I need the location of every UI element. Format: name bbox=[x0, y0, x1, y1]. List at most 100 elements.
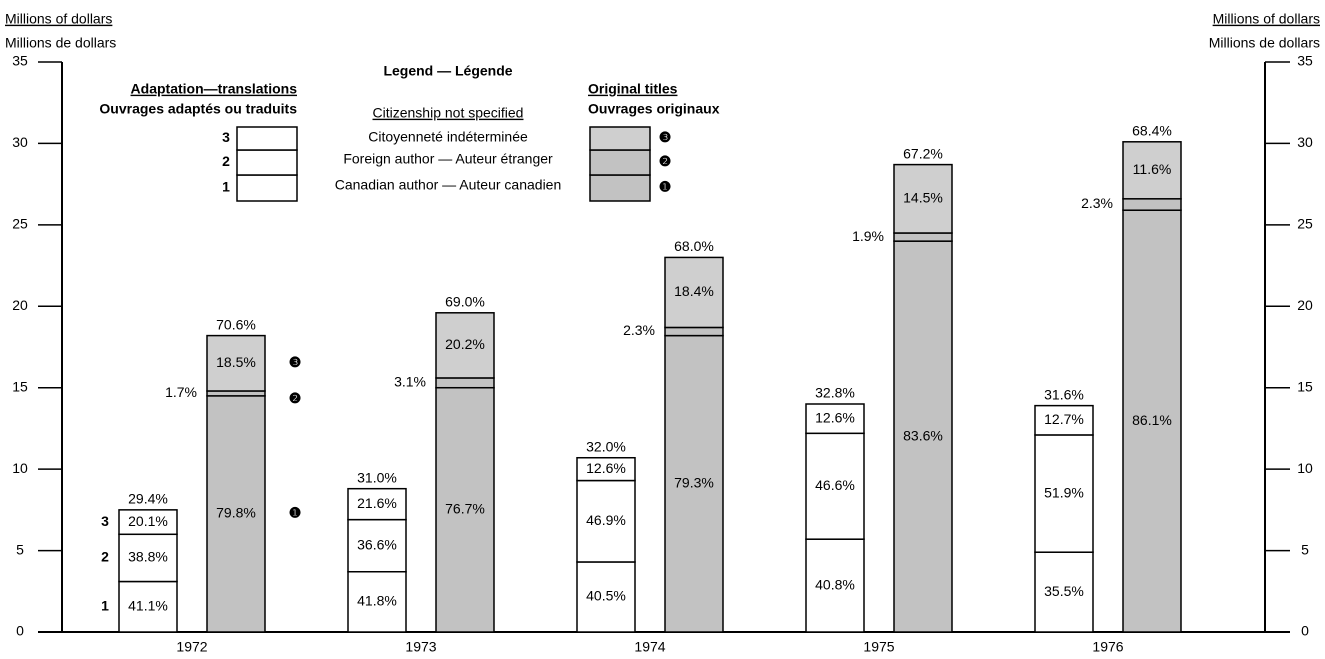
total-label: 68.4% bbox=[1132, 123, 1172, 139]
bar-segment bbox=[118, 533, 178, 583]
legend-swatch bbox=[236, 174, 298, 202]
bar-segment bbox=[893, 163, 953, 234]
segment-key: 3 bbox=[101, 513, 109, 529]
bar-segment bbox=[435, 377, 495, 389]
y2-label: Millions of dollars bbox=[1213, 11, 1320, 27]
bar-segment bbox=[805, 432, 865, 540]
y-tick-label: 5 bbox=[16, 541, 24, 557]
total-label: 31.0% bbox=[357, 469, 397, 485]
bar-segment bbox=[1122, 141, 1182, 200]
total-label: 67.2% bbox=[903, 145, 943, 161]
y-tick-label: 35 bbox=[12, 53, 28, 69]
segment-label: 18.5% bbox=[216, 354, 256, 370]
legend-group-title: Adaptation—translations bbox=[131, 81, 298, 97]
segment-label: 38.8% bbox=[128, 549, 168, 565]
segment-label: 79.3% bbox=[674, 475, 714, 491]
x-tick-label: 1972 bbox=[176, 639, 207, 655]
segment-label: 2.3% bbox=[623, 322, 655, 338]
y2-tick-label: 5 bbox=[1301, 541, 1309, 557]
bar-segment bbox=[664, 334, 724, 633]
legend-label: Foreign author — Auteur étranger bbox=[343, 151, 553, 167]
total-label: 32.8% bbox=[815, 385, 855, 401]
segment-label: 86.1% bbox=[1132, 412, 1172, 428]
legend-key: 3 bbox=[222, 129, 230, 145]
segment-key: 2 bbox=[101, 549, 109, 565]
y-tick-label: 10 bbox=[12, 460, 28, 476]
y2-tick-label: 10 bbox=[1297, 460, 1313, 476]
y2-tick-label: 15 bbox=[1297, 378, 1313, 394]
segment-label: 40.5% bbox=[586, 588, 626, 604]
bar-segment bbox=[805, 538, 865, 633]
segment-label: 1.7% bbox=[165, 384, 197, 400]
legend-key: ❷ bbox=[659, 153, 672, 169]
y2-label: Millions de dollars bbox=[1209, 35, 1320, 51]
y-tick-label: 25 bbox=[12, 216, 28, 232]
bar-segment bbox=[435, 386, 495, 633]
bar-segment bbox=[1034, 434, 1094, 553]
bar-segment bbox=[206, 334, 266, 392]
bar-segment bbox=[664, 326, 724, 337]
legend-group-title: Ouvrages adaptés ou traduits bbox=[99, 101, 297, 117]
legend-label: Citoyenneté indéterminée bbox=[368, 129, 528, 145]
y-tick-label: 15 bbox=[12, 378, 28, 394]
segment-label: 1.9% bbox=[852, 228, 884, 244]
total-label: 68.0% bbox=[674, 238, 714, 254]
bar-segment bbox=[576, 456, 636, 482]
segment-label: 21.6% bbox=[357, 495, 397, 511]
segment-label: 36.6% bbox=[357, 536, 397, 552]
total-label: 70.6% bbox=[216, 316, 256, 332]
bar-segment bbox=[893, 240, 953, 633]
segment-label: 12.7% bbox=[1044, 411, 1084, 427]
segment-label: 46.9% bbox=[586, 512, 626, 528]
segment-label: 20.1% bbox=[128, 513, 168, 529]
segment-label: 18.4% bbox=[674, 283, 714, 299]
bar-segment bbox=[1122, 198, 1182, 211]
y2-tick-label: 35 bbox=[1297, 53, 1313, 69]
total-label: 32.0% bbox=[586, 438, 626, 454]
total-label: 69.0% bbox=[445, 294, 485, 310]
bar-segment bbox=[347, 487, 407, 521]
bar-segment bbox=[893, 232, 953, 242]
legend-swatch bbox=[589, 174, 651, 202]
y2-tick-label: 20 bbox=[1297, 297, 1313, 313]
x-tick-label: 1974 bbox=[634, 639, 665, 655]
y-tick-label: 20 bbox=[12, 297, 28, 313]
y2-tick-label: 0 bbox=[1301, 623, 1309, 639]
y-label: Millions of dollars bbox=[5, 11, 112, 27]
segment-key: ❸ bbox=[289, 354, 302, 370]
segment-label: 2.3% bbox=[1081, 195, 1113, 211]
legend-swatch bbox=[589, 149, 651, 176]
x-tick-label: 1973 bbox=[405, 639, 436, 655]
bar-segment bbox=[576, 561, 636, 633]
segment-label: 3.1% bbox=[394, 374, 426, 390]
segment-label: 41.1% bbox=[128, 597, 168, 613]
segment-label: 41.8% bbox=[357, 593, 397, 609]
x-tick-label: 1975 bbox=[863, 639, 894, 655]
y-tick-label: 30 bbox=[12, 134, 28, 150]
segment-label: 46.6% bbox=[815, 477, 855, 493]
bar-segment bbox=[664, 256, 724, 329]
y2-tick-label: 30 bbox=[1297, 134, 1313, 150]
bar-segment bbox=[435, 312, 495, 379]
bar-segment bbox=[805, 403, 865, 435]
segment-key: ❶ bbox=[289, 505, 302, 521]
segment-label: 35.5% bbox=[1044, 583, 1084, 599]
legend-swatch bbox=[236, 149, 298, 176]
segment-label: 51.9% bbox=[1044, 484, 1084, 500]
legend-key: 2 bbox=[222, 153, 230, 169]
legend-swatch bbox=[589, 126, 651, 151]
segment-label: 11.6% bbox=[1133, 161, 1172, 177]
segment-key: ❷ bbox=[289, 390, 302, 406]
legend-key: ❶ bbox=[659, 179, 672, 195]
total-label: 31.6% bbox=[1044, 386, 1084, 402]
y2-tick-label: 25 bbox=[1297, 216, 1313, 232]
bar-segment bbox=[1034, 551, 1094, 633]
y-tick-label: 0 bbox=[16, 623, 24, 639]
legend-key: ❸ bbox=[659, 129, 672, 145]
legend-group-title: Ouvrages originaux bbox=[588, 101, 720, 117]
segment-label: 40.8% bbox=[815, 576, 855, 592]
segment-label: 20.2% bbox=[445, 336, 485, 352]
bar-segment bbox=[1122, 209, 1182, 633]
bar-segment bbox=[118, 509, 178, 536]
